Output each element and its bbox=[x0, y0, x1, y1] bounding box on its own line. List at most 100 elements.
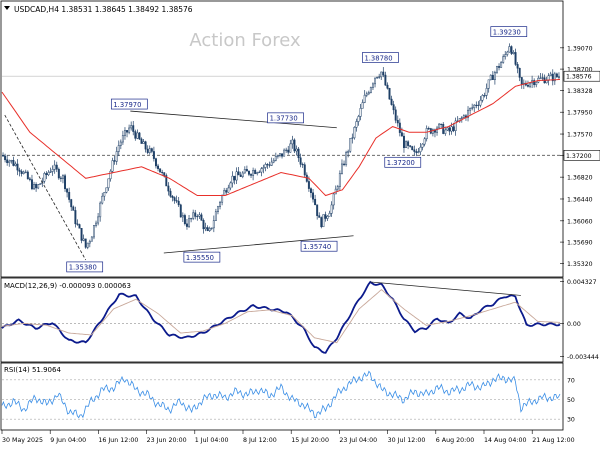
candle-body bbox=[140, 138, 143, 144]
candle-body bbox=[22, 171, 25, 174]
candle-body bbox=[314, 198, 317, 206]
candle-body bbox=[243, 169, 246, 174]
candle-body bbox=[413, 149, 416, 152]
candle-body bbox=[436, 127, 439, 133]
candle-body bbox=[555, 73, 558, 78]
candle-body bbox=[250, 174, 253, 176]
candle-body bbox=[361, 102, 364, 109]
candle-body bbox=[500, 62, 503, 68]
candle-body bbox=[270, 161, 273, 166]
candle-body bbox=[80, 228, 83, 241]
candle-body bbox=[196, 215, 199, 218]
candle-body bbox=[330, 204, 333, 214]
candle-body bbox=[99, 202, 102, 218]
candle-body bbox=[345, 152, 348, 165]
candle-body bbox=[493, 71, 496, 80]
candle-body bbox=[239, 174, 242, 177]
candle-body bbox=[407, 141, 410, 146]
candle-body bbox=[237, 171, 240, 176]
candle-body bbox=[421, 143, 424, 148]
x-tick-label: 30 Jul 12:00 bbox=[388, 437, 426, 444]
candle-body bbox=[161, 171, 164, 174]
price-annotation-label: 1.35380 bbox=[69, 264, 97, 272]
candle-body bbox=[398, 122, 401, 133]
current-price-label: 1.38576 bbox=[566, 74, 592, 81]
candle-body bbox=[82, 238, 85, 241]
candle-body bbox=[359, 108, 362, 117]
price-annotation-label: 1.35550 bbox=[186, 254, 214, 262]
candle-body bbox=[136, 132, 139, 139]
candle-body bbox=[6, 159, 9, 163]
candle-body bbox=[200, 214, 203, 221]
candle-body bbox=[47, 172, 50, 176]
candle-body bbox=[467, 109, 470, 118]
candle-body bbox=[307, 181, 310, 189]
candle-body bbox=[281, 153, 284, 157]
price-annotation-box bbox=[267, 112, 304, 124]
y-tick-label: 1.37570 bbox=[567, 132, 593, 139]
candle-body bbox=[371, 83, 374, 88]
dropdown-triangle-icon[interactable] bbox=[4, 6, 10, 10]
candle-body bbox=[320, 217, 323, 228]
price-annotation-label: 1.37730 bbox=[270, 115, 298, 123]
current-price-box bbox=[563, 70, 600, 82]
price-annotation-box bbox=[66, 261, 104, 273]
candle-body bbox=[382, 71, 385, 76]
candle-body bbox=[183, 215, 186, 225]
candle-body bbox=[529, 82, 532, 87]
candle-body bbox=[179, 204, 182, 218]
candle-body bbox=[111, 160, 114, 172]
candle-body bbox=[210, 227, 213, 229]
candle-body bbox=[347, 150, 350, 153]
candle-body bbox=[295, 148, 298, 152]
watermark: Action Forex bbox=[189, 30, 301, 51]
candle-body bbox=[123, 130, 126, 136]
candle-body bbox=[343, 163, 346, 165]
candle-body bbox=[227, 187, 230, 193]
candle-body bbox=[159, 168, 162, 173]
y-tick-label: 1.36820 bbox=[567, 175, 593, 182]
candle-body bbox=[440, 123, 443, 125]
macd-y-label: 0.004327 bbox=[567, 279, 597, 286]
candle-body bbox=[169, 190, 172, 197]
candle-body bbox=[254, 170, 257, 174]
candle-body bbox=[45, 173, 48, 176]
candle-body bbox=[287, 149, 290, 153]
candle-body bbox=[126, 130, 129, 133]
candle-body bbox=[266, 164, 269, 166]
candle-body bbox=[192, 212, 195, 219]
y-tick-label: 1.36440 bbox=[567, 196, 593, 203]
candle-body bbox=[301, 164, 304, 166]
candle-body bbox=[427, 128, 430, 130]
x-tick-label: 9 Jun 04:00 bbox=[50, 437, 86, 444]
trendline bbox=[130, 110, 337, 129]
candle-body bbox=[357, 116, 360, 122]
candle-body bbox=[272, 160, 275, 163]
macd-title: MACD(12,26,9) -0.000093 0.000063 bbox=[4, 282, 131, 290]
candle-body bbox=[49, 171, 52, 173]
candle-body bbox=[541, 77, 544, 79]
candle-body bbox=[35, 184, 38, 189]
candle-body bbox=[539, 77, 542, 79]
candle-body bbox=[8, 160, 11, 163]
candle-body bbox=[299, 157, 302, 165]
candle-body bbox=[181, 215, 184, 218]
candle-body bbox=[516, 64, 519, 69]
candle-body bbox=[152, 151, 155, 159]
candle-body bbox=[504, 54, 507, 57]
candle-body bbox=[262, 167, 265, 169]
candle-body bbox=[115, 151, 118, 162]
candle-body bbox=[475, 104, 478, 106]
candle-body bbox=[326, 216, 329, 219]
candle-body bbox=[12, 159, 15, 166]
price-annotation-box bbox=[183, 251, 221, 263]
candle-body bbox=[309, 188, 312, 193]
trendline bbox=[163, 235, 354, 254]
x-tick-label: 8 Jul 12:00 bbox=[243, 437, 277, 444]
trendline bbox=[4, 114, 87, 261]
macd-trendline bbox=[370, 281, 521, 296]
candle-body bbox=[76, 223, 79, 225]
candle-body bbox=[392, 104, 395, 111]
x-tick-label: 15 Jul 20:00 bbox=[291, 437, 329, 444]
candle-body bbox=[415, 151, 418, 153]
